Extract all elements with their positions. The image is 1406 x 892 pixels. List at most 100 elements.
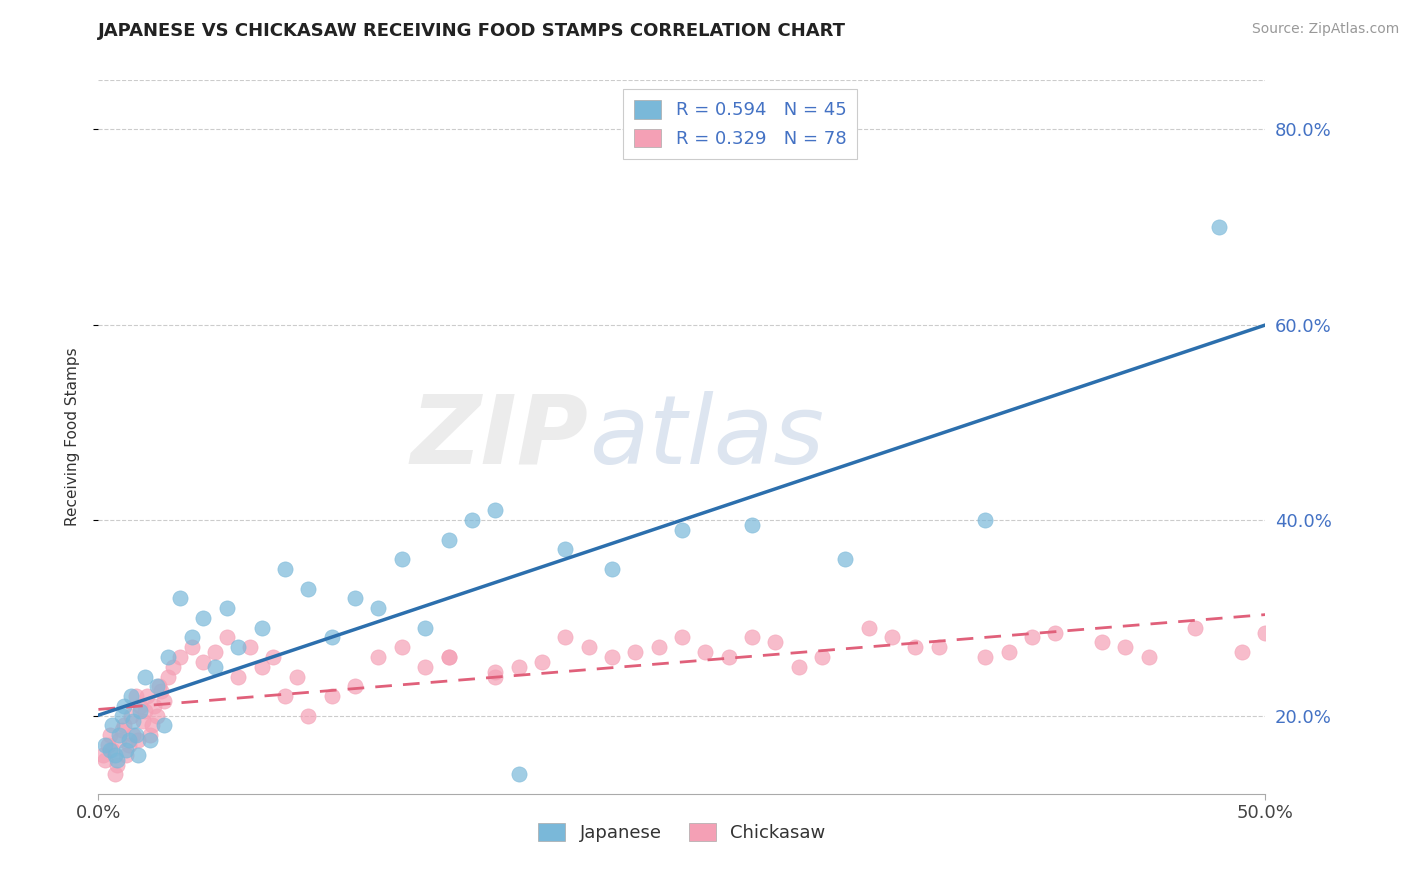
Point xyxy=(695,645,717,659)
Point xyxy=(1137,650,1160,665)
Point xyxy=(228,669,250,683)
Point xyxy=(215,631,238,645)
Point xyxy=(321,689,343,703)
Point xyxy=(530,655,553,669)
Point xyxy=(104,767,127,781)
Point xyxy=(141,718,163,732)
Point xyxy=(1208,219,1230,234)
Point xyxy=(204,660,226,674)
Point xyxy=(997,645,1019,659)
Point xyxy=(239,640,262,655)
Point xyxy=(94,753,117,767)
Point xyxy=(127,747,149,762)
Text: ZIP: ZIP xyxy=(411,391,589,483)
Point xyxy=(150,684,173,698)
Point xyxy=(127,733,149,747)
Point xyxy=(169,650,191,665)
Point xyxy=(834,552,856,566)
Point xyxy=(344,591,367,606)
Point xyxy=(134,669,156,683)
Point xyxy=(180,631,202,645)
Point xyxy=(437,650,460,665)
Point xyxy=(858,621,880,635)
Point xyxy=(101,743,124,757)
Point xyxy=(146,679,169,693)
Point xyxy=(484,503,506,517)
Y-axis label: Receiving Food Stamps: Receiving Food Stamps xyxy=(65,348,80,526)
Point xyxy=(97,738,120,752)
Point xyxy=(391,552,413,566)
Point xyxy=(321,631,343,645)
Point xyxy=(1091,635,1114,649)
Point xyxy=(139,728,162,742)
Point xyxy=(134,704,156,718)
Point xyxy=(974,513,997,527)
Point xyxy=(1184,621,1206,635)
Point xyxy=(94,738,117,752)
Point xyxy=(1114,640,1136,655)
Point xyxy=(143,698,166,713)
Text: atlas: atlas xyxy=(589,391,824,483)
Point xyxy=(215,601,238,615)
Point xyxy=(600,562,623,576)
Point xyxy=(437,533,460,547)
Point xyxy=(437,650,460,665)
Point xyxy=(98,743,121,757)
Point xyxy=(1045,625,1067,640)
Point xyxy=(111,708,134,723)
Point xyxy=(741,518,763,533)
Text: Source: ZipAtlas.com: Source: ZipAtlas.com xyxy=(1251,22,1399,37)
Legend: Japanese, Chickasaw: Japanese, Chickasaw xyxy=(531,815,832,849)
Point xyxy=(204,645,226,659)
Point xyxy=(132,714,155,728)
Point xyxy=(787,660,810,674)
Point xyxy=(122,714,145,728)
Point xyxy=(111,723,134,738)
Point xyxy=(285,669,308,683)
Point xyxy=(928,640,950,655)
Point xyxy=(180,640,202,655)
Point xyxy=(136,689,159,703)
Point xyxy=(811,650,834,665)
Point xyxy=(120,708,142,723)
Point xyxy=(162,660,184,674)
Point xyxy=(413,621,436,635)
Point xyxy=(105,753,128,767)
Point xyxy=(129,698,152,713)
Point xyxy=(554,631,576,645)
Point xyxy=(105,757,128,772)
Point xyxy=(1254,625,1277,640)
Point xyxy=(391,640,413,655)
Point xyxy=(554,542,576,557)
Point xyxy=(717,650,740,665)
Point xyxy=(974,650,997,665)
Point xyxy=(508,767,530,781)
Point xyxy=(108,733,131,747)
Point xyxy=(274,562,297,576)
Point xyxy=(413,660,436,674)
Point xyxy=(118,738,141,752)
Point xyxy=(148,679,170,693)
Point xyxy=(904,640,927,655)
Point xyxy=(250,660,273,674)
Point xyxy=(578,640,600,655)
Point xyxy=(484,665,506,679)
Point xyxy=(152,694,174,708)
Point xyxy=(262,650,284,665)
Point xyxy=(152,718,174,732)
Point xyxy=(250,621,273,635)
Point xyxy=(101,718,124,732)
Point xyxy=(146,708,169,723)
Point xyxy=(120,689,142,703)
Point xyxy=(118,733,141,747)
Point xyxy=(104,747,127,762)
Point xyxy=(112,698,135,713)
Point xyxy=(763,635,786,649)
Point xyxy=(297,708,319,723)
Point xyxy=(169,591,191,606)
Point xyxy=(91,747,114,762)
Point xyxy=(125,689,148,703)
Point xyxy=(157,650,180,665)
Point xyxy=(139,733,162,747)
Point xyxy=(125,728,148,742)
